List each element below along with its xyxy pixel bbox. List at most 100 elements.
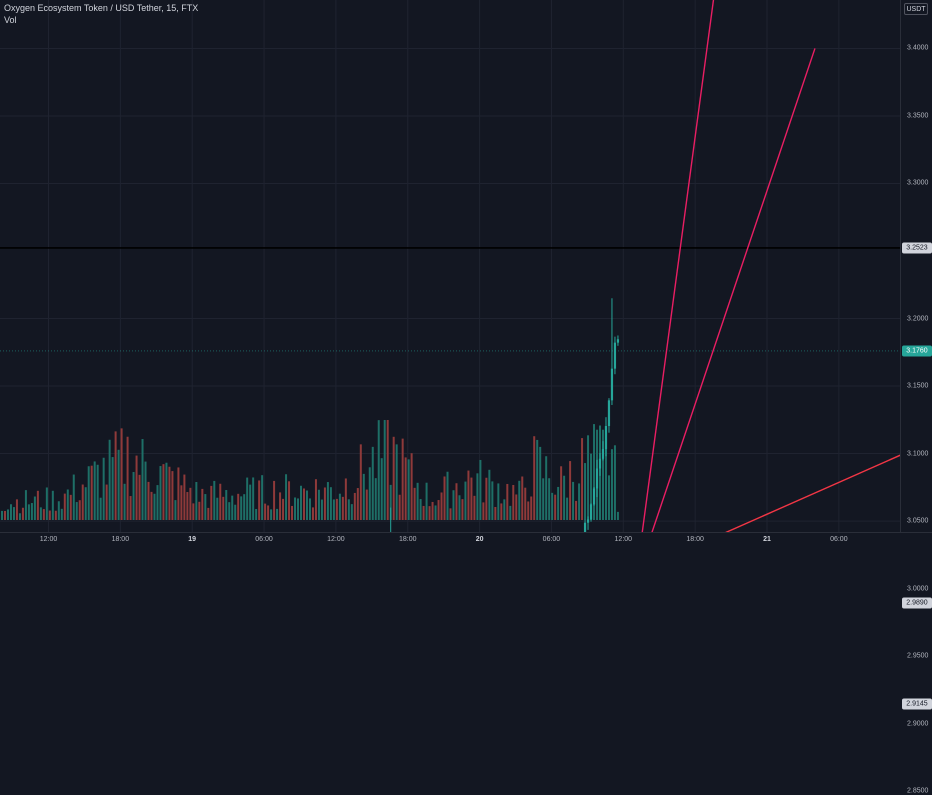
volume-bar bbox=[593, 424, 596, 520]
volume-label: Vol bbox=[4, 15, 17, 25]
volume-bar bbox=[329, 487, 332, 520]
volume-bar bbox=[117, 449, 120, 520]
volume-bar bbox=[87, 466, 90, 520]
volume-bar bbox=[150, 491, 153, 520]
chart-legend: Oxygen Ecosystem Token / USD Tether, 15,… bbox=[4, 2, 198, 26]
volume-bar bbox=[365, 489, 368, 520]
volume-bar bbox=[488, 469, 491, 520]
price-tick-label: 3.3000 bbox=[907, 179, 929, 187]
volume-bar bbox=[264, 503, 267, 520]
volume-bar bbox=[276, 508, 279, 520]
volume-bar bbox=[443, 476, 446, 520]
trend-line bbox=[641, 0, 715, 532]
volume-bar bbox=[186, 492, 189, 520]
candle-body bbox=[589, 504, 593, 520]
volume-bar bbox=[575, 500, 578, 520]
volume-bar bbox=[33, 496, 36, 520]
volume-bar bbox=[356, 488, 359, 520]
price-tick-label: 3.1000 bbox=[907, 450, 929, 458]
volume-bar bbox=[48, 510, 51, 520]
volume-bar bbox=[72, 474, 75, 520]
volume-bar bbox=[135, 455, 138, 520]
volume-bar bbox=[66, 489, 69, 520]
volume-bar bbox=[27, 504, 30, 520]
volume-bar bbox=[237, 493, 240, 520]
volume-bar bbox=[344, 478, 347, 520]
volume-bar bbox=[569, 461, 572, 520]
candle-body bbox=[592, 488, 596, 505]
volume-bar bbox=[174, 500, 177, 520]
volume-bar bbox=[473, 495, 476, 520]
volume-bar bbox=[413, 487, 416, 520]
volume-bar bbox=[314, 479, 317, 520]
volume-bar bbox=[362, 473, 365, 520]
volume-bar bbox=[335, 498, 338, 520]
volume-bar bbox=[240, 496, 243, 520]
time-tick-label: 06:00 bbox=[255, 536, 273, 543]
volume-bar bbox=[446, 471, 449, 520]
volume-bar bbox=[452, 490, 455, 520]
volume-bar bbox=[305, 490, 308, 520]
volume-bar bbox=[99, 497, 102, 520]
volume-bar bbox=[168, 466, 171, 520]
volume-bar bbox=[353, 492, 356, 520]
time-axis[interactable]: 12:00 18:00 19 06:00 12:00 18:00 20 06:00 12:00 1… bbox=[0, 532, 932, 551]
volume-bar bbox=[114, 431, 117, 520]
volume-bar bbox=[282, 498, 285, 520]
volume-bar bbox=[144, 461, 147, 520]
volume-bar bbox=[111, 457, 114, 520]
volume-bar bbox=[383, 420, 386, 520]
volume-bar bbox=[279, 492, 282, 520]
volume-bar bbox=[243, 494, 246, 520]
time-tick-label: 12:00 bbox=[327, 536, 345, 543]
time-tick-label: 20 bbox=[475, 536, 484, 543]
volume-bar bbox=[494, 506, 497, 520]
hline-price-label: 3.2523 bbox=[902, 242, 932, 254]
volume-bar bbox=[389, 484, 392, 520]
volume-bar bbox=[545, 456, 548, 520]
volume-bar bbox=[261, 475, 264, 520]
volume-bar bbox=[189, 487, 192, 520]
volume-bar bbox=[300, 485, 302, 520]
currency-button[interactable]: USDT bbox=[904, 3, 928, 15]
volume-bar bbox=[108, 439, 111, 520]
volume-bar bbox=[616, 511, 619, 520]
price-axis[interactable]: 3.55003.50003.45003.40003.35003.30003.20… bbox=[900, 0, 932, 795]
volume-bar bbox=[291, 505, 294, 520]
volume-bar bbox=[159, 466, 162, 520]
price-tick-label: 2.9000 bbox=[907, 720, 929, 728]
price-chart[interactable] bbox=[0, 0, 900, 532]
volume-bar bbox=[395, 444, 398, 520]
chart-pane[interactable]: Oxygen Ecosystem Token / USD Tether, 15,… bbox=[0, 0, 900, 532]
volume-bar bbox=[96, 464, 99, 520]
volume-bar bbox=[57, 501, 60, 520]
price-tick-label: 3.3500 bbox=[907, 112, 929, 120]
volume-bar bbox=[213, 480, 216, 520]
volume-bar bbox=[171, 471, 174, 520]
price-tick-label: 3.0000 bbox=[907, 585, 929, 593]
volume-bar bbox=[482, 502, 485, 520]
volume-bar bbox=[374, 478, 377, 520]
volume-bar bbox=[437, 500, 440, 520]
volume-bar bbox=[401, 438, 404, 520]
candle-body bbox=[604, 426, 608, 450]
volume-bar bbox=[386, 420, 389, 520]
volume-bar bbox=[24, 490, 27, 520]
volume-bar bbox=[36, 490, 39, 520]
volume-bar bbox=[392, 436, 395, 520]
volume-bar bbox=[302, 488, 305, 520]
volume-bar bbox=[428, 506, 431, 520]
volume-bar bbox=[153, 493, 156, 520]
price-tick-label: 3.1500 bbox=[907, 382, 929, 390]
volume-bar bbox=[581, 438, 584, 520]
volume-bar bbox=[554, 494, 557, 520]
volume-bar bbox=[141, 439, 144, 520]
volume-bar bbox=[93, 461, 96, 520]
volume-bar bbox=[45, 487, 48, 520]
volume-bar bbox=[120, 428, 123, 520]
volume-bar bbox=[180, 485, 183, 520]
candle-body bbox=[616, 339, 620, 343]
volume-bar bbox=[288, 481, 291, 520]
price-tick-label: 3.4000 bbox=[907, 44, 929, 52]
price-tick-label: 2.8500 bbox=[907, 787, 929, 795]
